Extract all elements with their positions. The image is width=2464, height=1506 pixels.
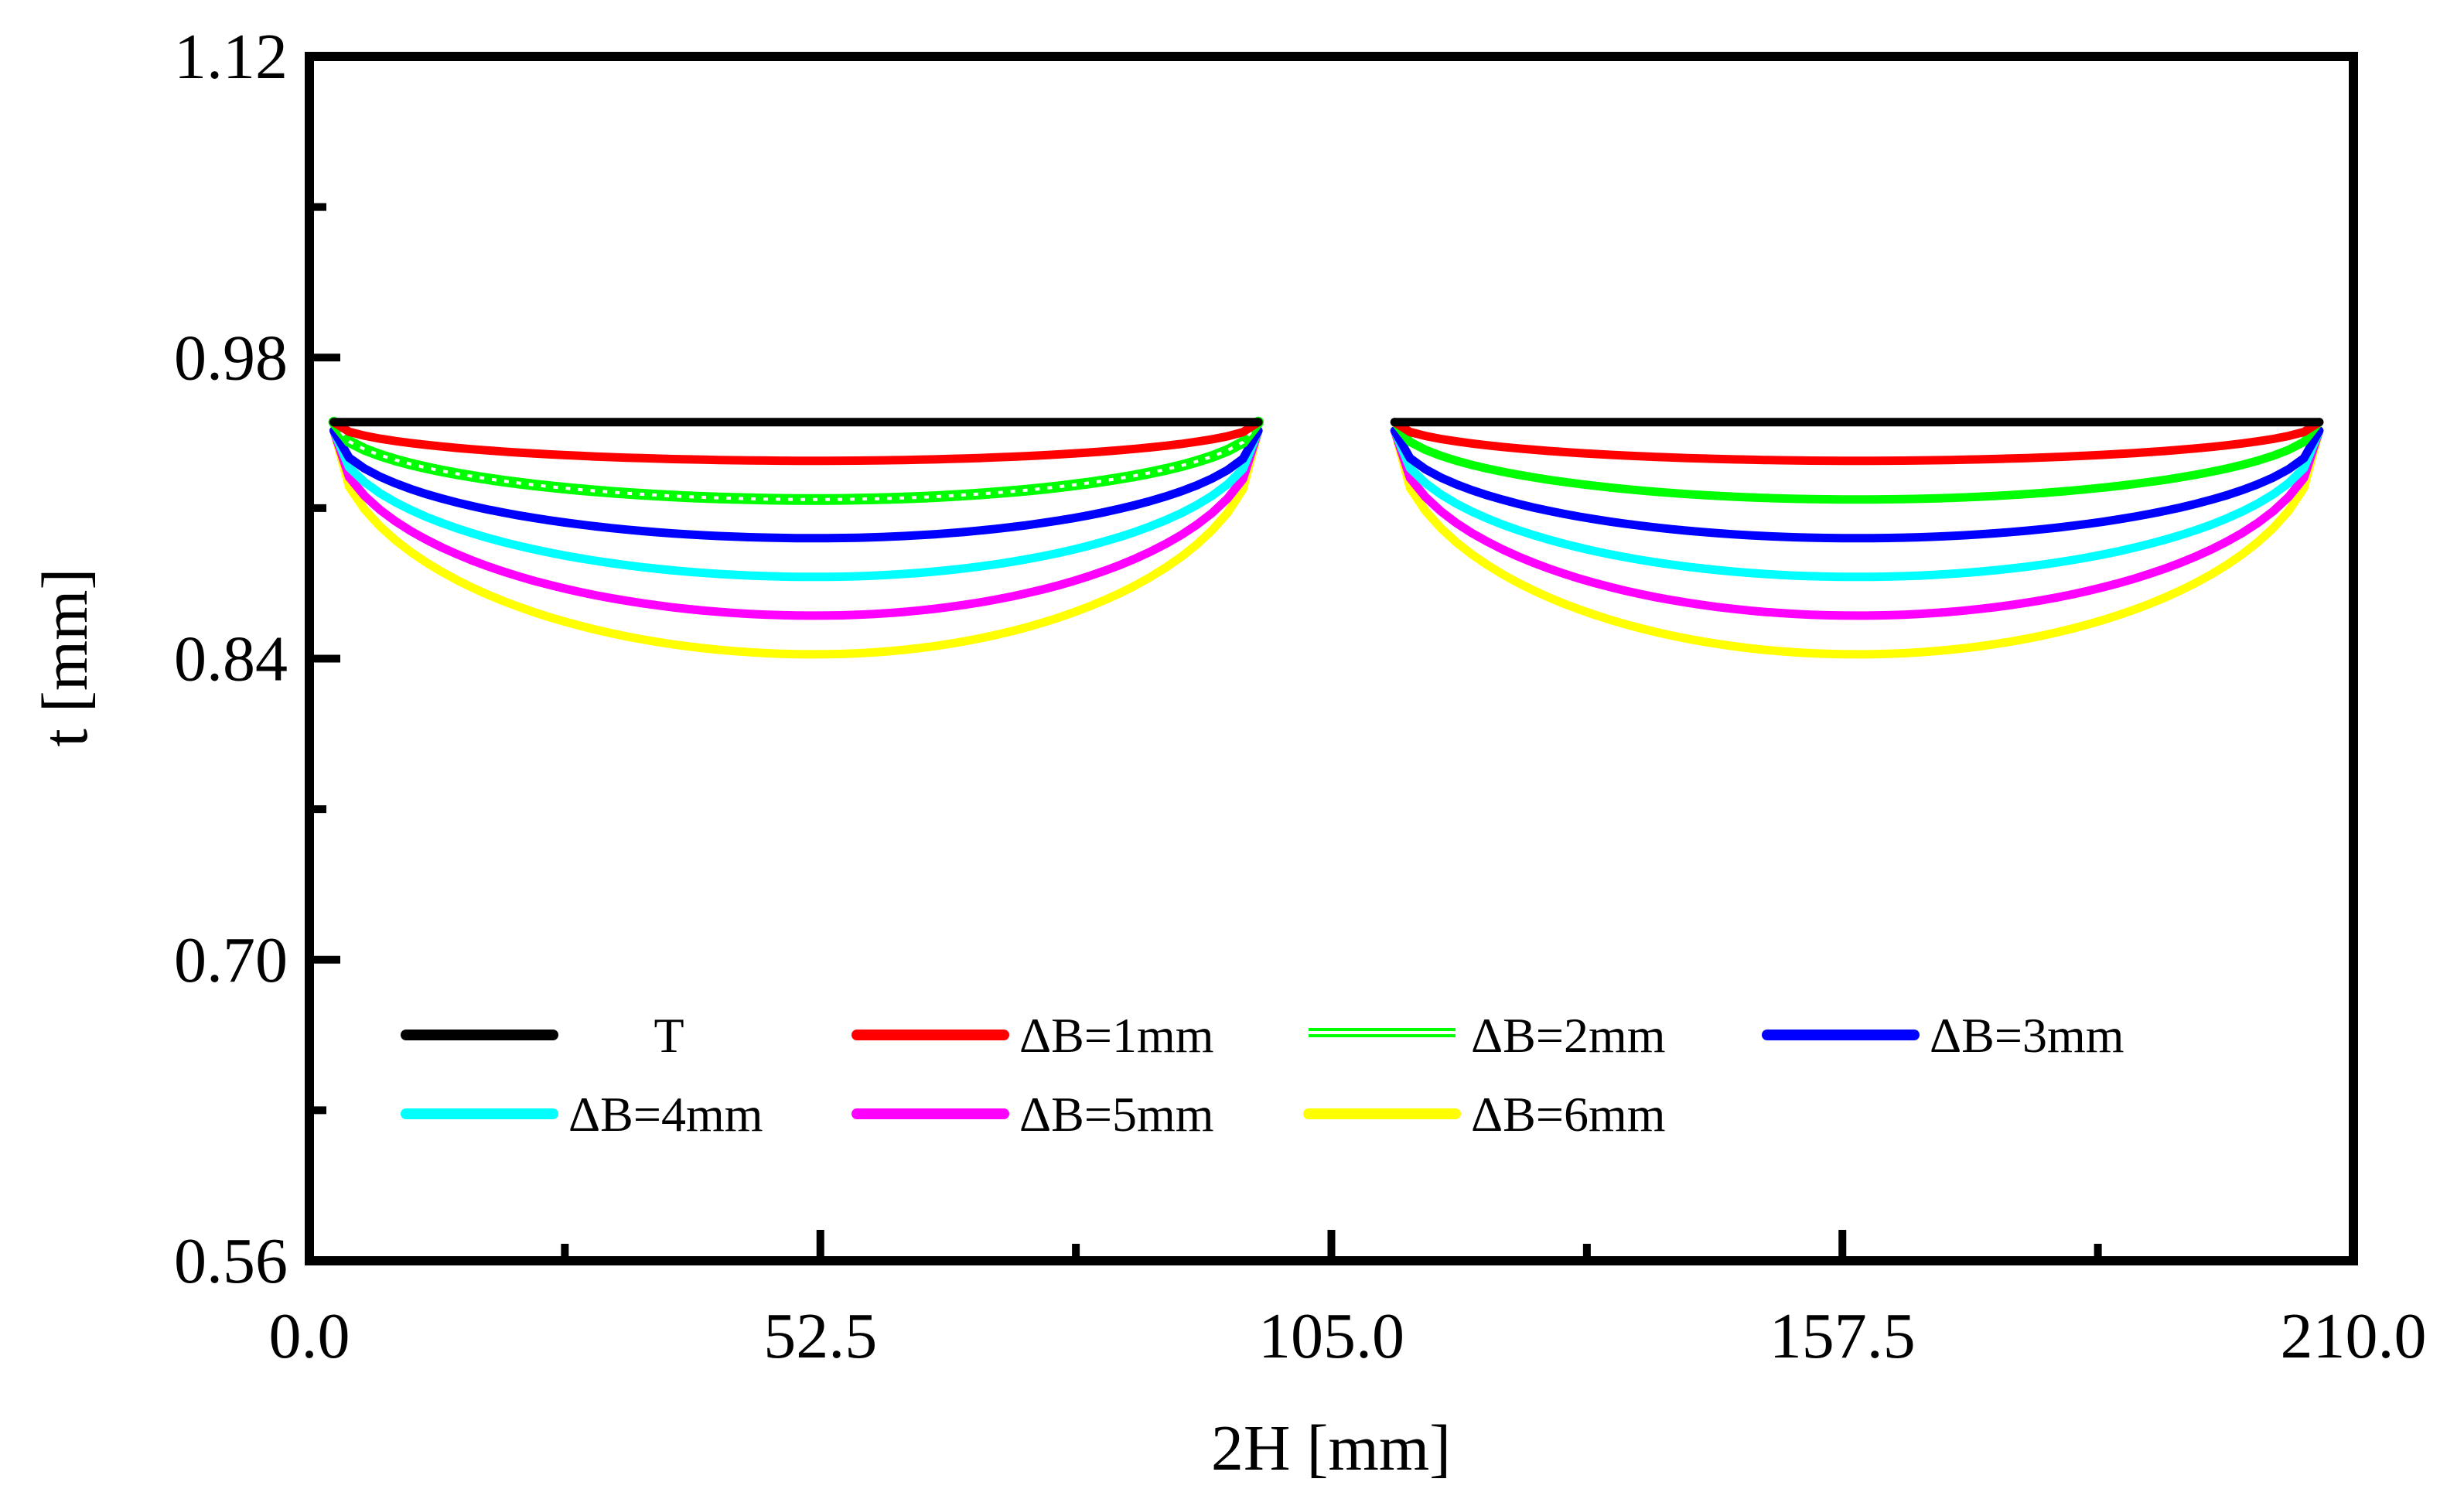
series-line-dB6	[1390, 426, 2324, 659]
legend-label-dB3: ΔB=3mm	[1930, 1008, 2124, 1063]
legend-label-dB4: ΔB=4mm	[568, 1087, 763, 1142]
y-axis-label: t [mm]	[29, 569, 101, 747]
x-tick-label: 157.5	[1770, 1300, 1916, 1372]
series-line-dB3	[1390, 426, 2324, 543]
x-tick-label: 210.0	[2281, 1300, 2427, 1372]
x-axis-label: 2H [mm]	[1211, 1412, 1451, 1484]
series-line-dB1	[1390, 418, 2324, 466]
y-tick-label: 0.70	[174, 924, 288, 996]
x-tick-label: 105.0	[1258, 1300, 1404, 1372]
y-tick-label: 0.84	[174, 623, 288, 695]
axis-ticks	[309, 203, 2102, 1261]
x-tick-label: 52.5	[763, 1300, 877, 1372]
series-line-dB6	[329, 426, 1263, 659]
legend-label-T: T	[654, 1008, 684, 1063]
series-line-dB4	[1390, 426, 2324, 582]
tick-labels: 0.0 52.5 105.0 157.5 210.0 0.56 0.70 0.84 0.98 1.…	[174, 21, 2427, 1372]
series-line-dB5	[1390, 426, 2324, 620]
y-tick-label: 1.12	[174, 21, 288, 93]
legend: T ΔB=1mm ΔB=2mm ΔB=3mm ΔB=4mm ΔB=5mm ΔB=6mm	[401, 1008, 2124, 1142]
legend-label-dB1: ΔB=1mm	[1019, 1008, 1214, 1063]
legend-label-dB6: ΔB=6mm	[1471, 1087, 1666, 1142]
series-line-dB5	[329, 426, 1263, 620]
legend-label-dB2: ΔB=2mm	[1471, 1008, 1666, 1063]
y-tick-label: 0.56	[174, 1225, 288, 1297]
y-tick-label: 0.98	[174, 322, 288, 394]
x-tick-label: 0.0	[269, 1300, 350, 1372]
series-line-dB3	[329, 426, 1263, 543]
series-line-dB2	[328, 416, 1264, 505]
series-line-dB2	[1390, 418, 2324, 504]
series-line-dB4	[329, 426, 1263, 582]
legend-label-dB5: ΔB=5mm	[1019, 1087, 1214, 1142]
curves	[328, 416, 2324, 659]
series-line-dB1	[329, 418, 1263, 466]
plot-frame	[305, 52, 2358, 1265]
